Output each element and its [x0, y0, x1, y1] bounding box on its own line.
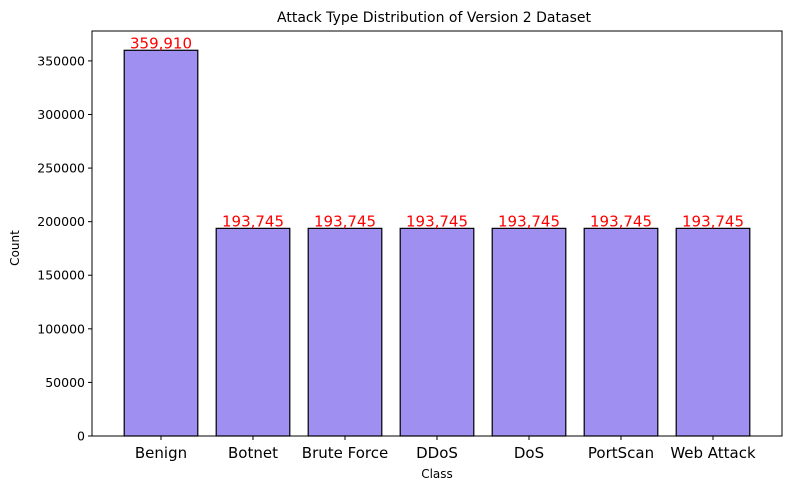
x-tick-label: PortScan — [588, 444, 654, 462]
x-tick-label: DDoS — [416, 444, 458, 462]
x-tick-label: Web Attack — [670, 444, 756, 462]
x-tick-label: DoS — [514, 444, 544, 462]
data-label: 359,910 — [130, 34, 192, 52]
x-axis-label: Class — [421, 467, 453, 481]
y-tick-label: 100000 — [37, 321, 85, 336]
data-label: 193,745 — [406, 212, 468, 230]
bars-layer — [123, 49, 751, 437]
y-axis-label: Count — [8, 230, 22, 266]
data-labels-layer: 359,910 193,745 193,745 193,745 193,745 193,7… — [130, 34, 744, 230]
y-tick-label: 50000 — [45, 375, 85, 390]
chart-title: Attack Type Distribution of Version 2 Da… — [277, 10, 591, 26]
bar-dos — [491, 227, 567, 437]
data-label: 193,745 — [682, 212, 744, 230]
bar-botnet — [215, 227, 291, 437]
y-tick-label: 300000 — [37, 107, 85, 122]
data-label: 193,745 — [222, 212, 284, 230]
bar-ddos — [399, 227, 475, 437]
x-tick-label: Benign — [135, 444, 187, 462]
plot-frame — [91, 30, 783, 437]
x-tick-label: Brute Force — [302, 444, 388, 462]
y-tick-label: 350000 — [37, 53, 85, 68]
ticks-layer: Benign Botnet Brute Force DDoS DoS PortScan We… — [37, 53, 756, 462]
data-label: 193,745 — [498, 212, 560, 230]
y-tick-label: 250000 — [37, 161, 85, 176]
data-label: 193,745 — [314, 212, 376, 230]
bar-benign — [123, 49, 199, 437]
y-tick-label: 150000 — [37, 268, 85, 283]
data-label: 193,745 — [590, 212, 652, 230]
bar-brute-force — [307, 227, 383, 437]
y-tick-label: 0 — [77, 429, 85, 444]
bar-portscan — [583, 227, 659, 437]
bar-web-attack — [675, 227, 751, 437]
x-tick-label: Botnet — [228, 444, 278, 462]
y-tick-label: 200000 — [37, 214, 85, 229]
